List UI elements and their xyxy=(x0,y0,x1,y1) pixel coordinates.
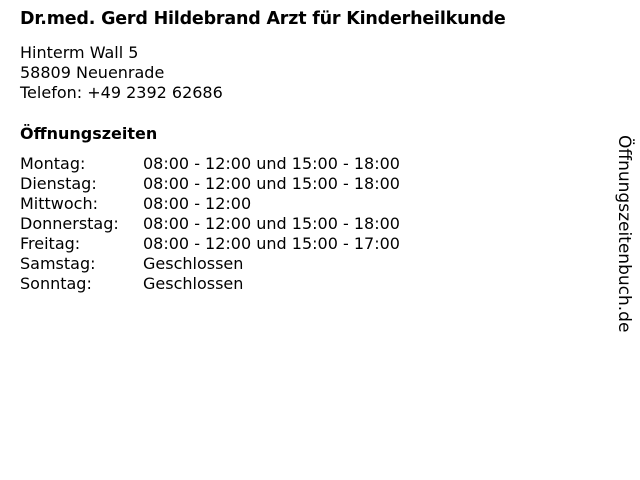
time: 08:00 - 12:00 xyxy=(143,194,252,213)
time: 08:00 - 12:00 und 15:00 - 18:00 xyxy=(143,174,400,193)
address-block: Hinterm Wall 5 58809 Neuenrade Telefon: … xyxy=(20,43,223,103)
day: Donnerstag: xyxy=(20,214,119,233)
time: 08:00 - 12:00 und 15:00 - 18:00 xyxy=(143,154,400,173)
hours-row: Samstag: Geschlossen xyxy=(20,254,400,274)
city: 58809 Neuenrade xyxy=(20,63,165,82)
hours-row: Mittwoch: 08:00 - 12:00 xyxy=(20,194,400,214)
street: Hinterm Wall 5 xyxy=(20,43,139,62)
hours-row: Freitag: 08:00 - 12:00 und 15:00 - 17:00 xyxy=(20,234,400,254)
day: Freitag: xyxy=(20,234,81,253)
hours-table: Montag: 08:00 - 12:00 und 15:00 - 18:00 D… xyxy=(20,154,400,294)
day: Mittwoch: xyxy=(20,194,98,213)
page-title: Dr.med. Gerd Hildebrand Arzt für Kinderh… xyxy=(20,9,506,29)
time: Geschlossen xyxy=(143,254,244,273)
hours-row: Montag: 08:00 - 12:00 und 15:00 - 18:00 xyxy=(20,154,400,174)
day: Dienstag: xyxy=(20,174,97,193)
time: 08:00 - 12:00 und 15:00 - 18:00 xyxy=(143,214,400,233)
phone: Telefon: +49 2392 62686 xyxy=(20,83,223,102)
hours-row: Dienstag: 08:00 - 12:00 und 15:00 - 18:00 xyxy=(20,174,400,194)
hours-row: Sonntag: Geschlossen xyxy=(20,274,400,294)
time: Geschlossen xyxy=(143,274,244,293)
day: Sonntag: xyxy=(20,274,92,293)
hours-row: Donnerstag: 08:00 - 12:00 und 15:00 - 18:… xyxy=(20,214,400,234)
day: Samstag: xyxy=(20,254,96,273)
watermark-text: Öffnungszeitenbuch.de xyxy=(614,135,634,333)
day: Montag: xyxy=(20,154,86,173)
time: 08:00 - 12:00 und 15:00 - 17:00 xyxy=(143,234,400,253)
hours-heading: Öffnungszeiten xyxy=(20,124,158,143)
